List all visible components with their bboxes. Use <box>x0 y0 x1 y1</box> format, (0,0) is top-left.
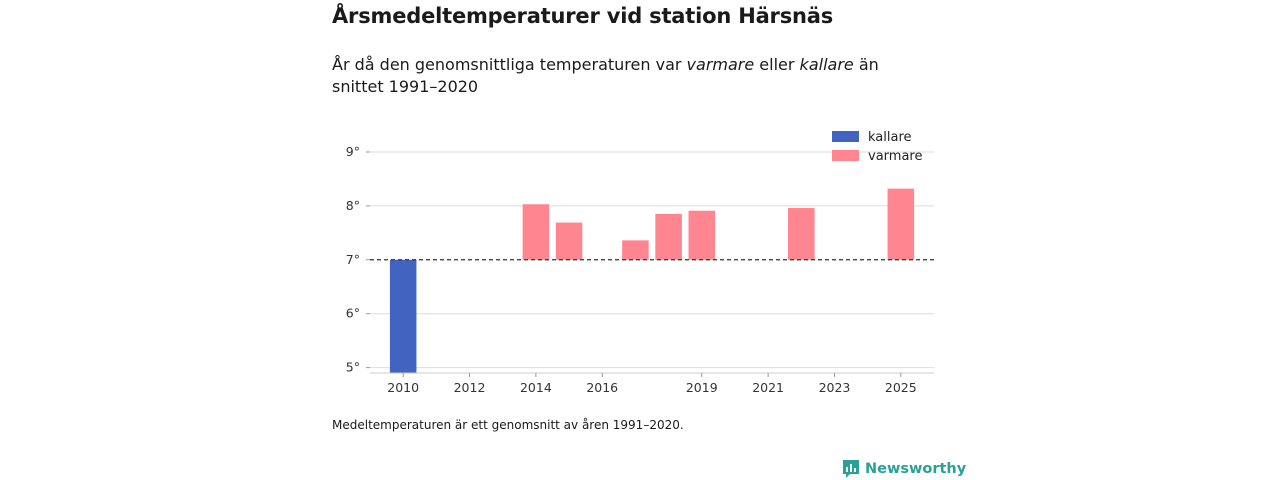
bar-varmare-2015 <box>555 222 583 260</box>
brand-name: Newsworthy <box>865 461 967 477</box>
newsworthy-logo-icon <box>843 460 859 478</box>
footnote: Medeltemperaturen är ett genomsnitt av å… <box>332 418 684 432</box>
bar-varmare-2019 <box>688 210 716 260</box>
bar-kallare-2010 <box>389 259 417 374</box>
subtitle-cold-word: kallare <box>799 55 854 74</box>
x-tick-label-2016: 2016 <box>586 380 618 395</box>
legend: kallare varmare <box>832 130 922 164</box>
x-tick-label-2023: 2023 <box>819 380 851 395</box>
bar-varmare-2022 <box>788 208 815 260</box>
bar-varmare-2017 <box>622 240 649 260</box>
x-tick-label-2010: 2010 <box>387 380 419 395</box>
subtitle-warm-word: varmare <box>686 55 755 74</box>
subtitle-text-middle: eller <box>754 55 800 74</box>
x-tick-label-2012: 2012 <box>454 380 486 395</box>
x-axis: 2010 2012 2014 2016 2019 2021 2023 2025 <box>370 372 934 395</box>
x-tick-label-2021: 2021 <box>752 380 784 395</box>
y-tick-label-6: 6° <box>346 306 360 321</box>
y-axis: 5° 6° 7° 8° 9° <box>346 144 370 375</box>
subtitle-text-start: År då den genomsnittliga temperaturen va… <box>332 55 687 74</box>
legend-swatch-varmare <box>832 150 859 161</box>
newsworthy-brand[interactable]: Newsworthy <box>842 459 966 479</box>
bar-varmare-2025 <box>887 188 915 260</box>
legend-swatch-kallare <box>832 131 859 142</box>
y-tick-label-7: 7° <box>346 252 360 267</box>
bar-varmare-2018 <box>655 213 682 260</box>
legend-label-kallare: kallare <box>868 130 912 145</box>
y-tick-label-5: 5° <box>346 360 360 375</box>
bars <box>389 188 915 374</box>
bar-varmare-2014 <box>522 204 550 260</box>
chart-subtitle: År då den genomsnittliga temperaturen va… <box>332 54 932 98</box>
x-tick-label-2014: 2014 <box>520 380 552 395</box>
x-tick-label-2025: 2025 <box>885 380 917 395</box>
y-tick-label-9: 9° <box>346 144 360 159</box>
y-tick-label-8: 8° <box>346 198 360 213</box>
legend-label-varmare: varmare <box>868 149 922 164</box>
x-tick-label-2019: 2019 <box>686 380 718 395</box>
subtitle-text-end: än snittet 1991–2020 <box>332 55 879 96</box>
chart-title: Årsmedeltemperaturer vid station Härsnäs <box>332 4 834 28</box>
